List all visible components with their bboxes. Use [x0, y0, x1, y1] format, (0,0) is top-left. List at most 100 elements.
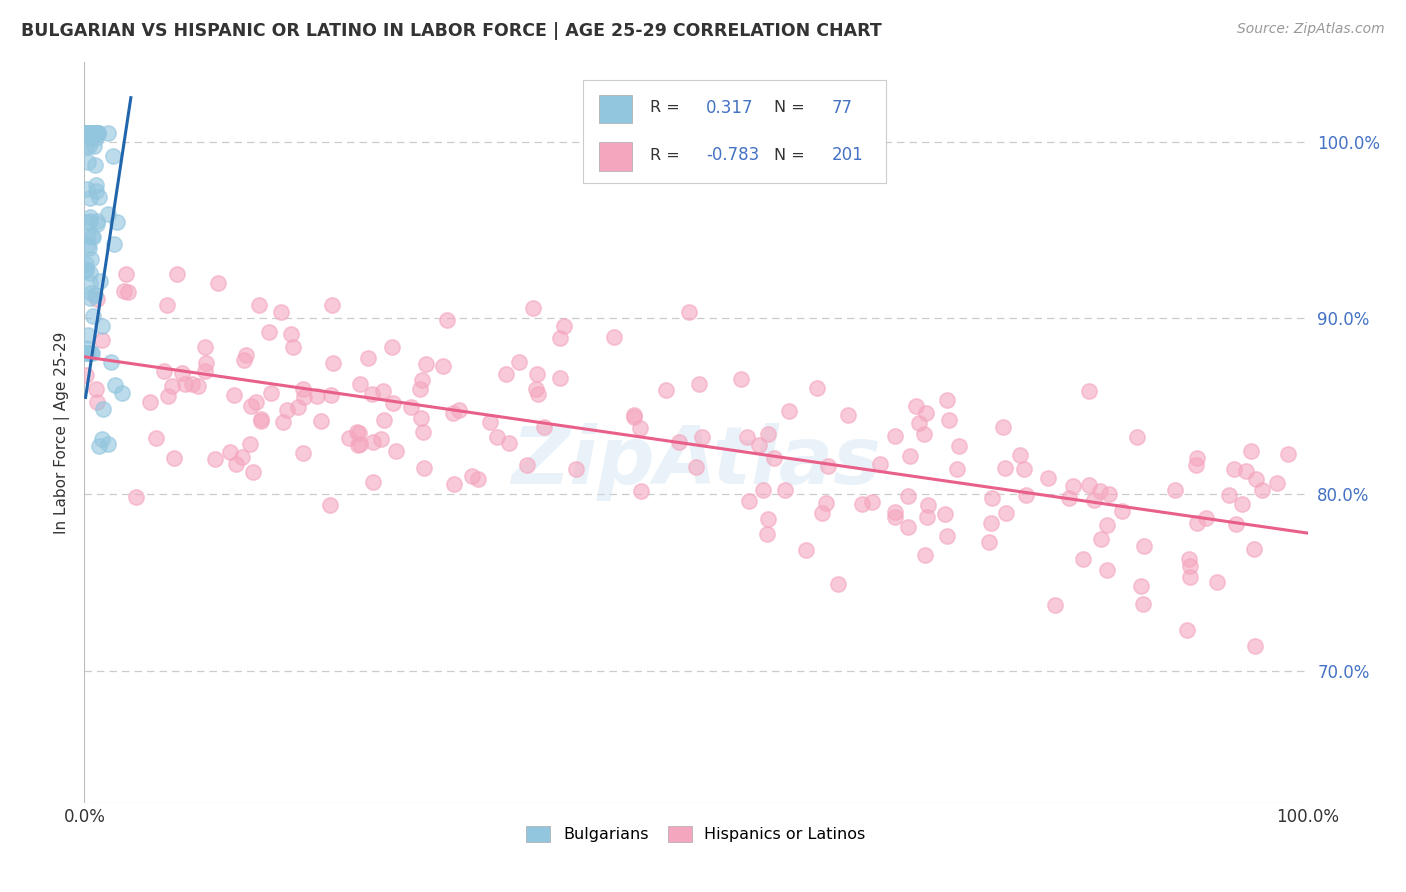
Point	[162, 451, 184, 466]
Point	[946, 461, 969, 475]
Point	[994, 506, 1017, 520]
Point	[1163, 483, 1185, 497]
Point	[75, 346, 97, 360]
Point	[173, 377, 195, 392]
Point	[912, 426, 935, 441]
Text: N =: N =	[773, 101, 804, 115]
Point	[75, 368, 97, 383]
Point	[194, 341, 217, 355]
Point	[79, 277, 101, 291]
Point	[1083, 492, 1105, 507]
Point	[292, 390, 315, 404]
Point	[101, 149, 124, 163]
Point	[1126, 429, 1149, 443]
Point	[322, 355, 344, 369]
Point	[80, 252, 103, 266]
Point	[287, 401, 309, 415]
Point	[1111, 503, 1133, 517]
Point	[817, 458, 839, 473]
Point	[232, 353, 254, 368]
Point	[756, 426, 779, 441]
Point	[827, 577, 849, 591]
Point	[1062, 479, 1084, 493]
Point	[321, 298, 343, 312]
Point	[115, 267, 138, 281]
Text: BULGARIAN VS HISPANIC OR LATINO IN LABOR FORCE | AGE 25-29 CORRELATION CHART: BULGARIAN VS HISPANIC OR LATINO IN LABOR…	[21, 22, 882, 40]
Point	[526, 367, 548, 381]
Point	[412, 425, 434, 439]
Point	[1057, 491, 1080, 505]
Point	[82, 229, 104, 244]
Point	[84, 185, 107, 199]
Point	[250, 414, 273, 428]
Point	[1185, 516, 1208, 531]
Point	[125, 491, 148, 505]
Point	[86, 178, 108, 192]
Point	[603, 329, 626, 343]
Point	[79, 210, 101, 224]
Point	[80, 132, 103, 146]
Point	[851, 497, 873, 511]
Point	[309, 414, 332, 428]
Point	[811, 506, 834, 520]
Point	[900, 449, 922, 463]
Point	[75, 126, 97, 140]
Point	[79, 286, 101, 301]
Point	[382, 396, 405, 410]
Point	[239, 437, 262, 451]
Point	[319, 388, 342, 402]
Y-axis label: In Labor Force | Age 25-29: In Labor Force | Age 25-29	[55, 332, 70, 533]
Point	[1130, 578, 1153, 592]
Point	[461, 469, 484, 483]
Point	[370, 432, 392, 446]
Point	[337, 431, 360, 445]
Point	[553, 319, 575, 334]
Point	[794, 542, 817, 557]
Point	[479, 416, 502, 430]
Point	[762, 450, 785, 465]
Point	[495, 367, 517, 381]
Point	[153, 364, 176, 378]
Point	[77, 126, 100, 140]
Point	[347, 425, 370, 440]
Point	[486, 430, 509, 444]
Point	[467, 472, 489, 486]
Point	[75, 262, 97, 277]
Point	[915, 510, 938, 524]
Point	[498, 436, 520, 450]
Point	[75, 341, 97, 355]
Point	[548, 331, 571, 345]
Point	[628, 420, 651, 434]
Point	[1095, 518, 1118, 533]
Point	[897, 520, 920, 534]
Point	[412, 460, 434, 475]
Point	[86, 292, 108, 306]
Point	[231, 450, 253, 465]
Point	[908, 416, 931, 430]
Point	[409, 410, 432, 425]
Point	[79, 346, 101, 360]
Point	[991, 420, 1014, 434]
Point	[384, 443, 406, 458]
Point	[187, 379, 209, 393]
Point	[443, 476, 465, 491]
Point	[1206, 575, 1229, 590]
Text: ZipAtlas: ZipAtlas	[510, 423, 882, 501]
Point	[447, 403, 470, 417]
Point	[1180, 558, 1202, 573]
Point	[980, 516, 1002, 531]
Point	[156, 388, 179, 402]
Text: R =: R =	[650, 101, 679, 115]
Point	[936, 393, 959, 408]
Text: R =: R =	[650, 148, 679, 162]
Point	[548, 371, 571, 385]
Point	[361, 475, 384, 490]
Point	[432, 359, 454, 373]
Point	[225, 457, 247, 471]
Point	[1230, 497, 1253, 511]
Point	[1265, 475, 1288, 490]
Point	[75, 262, 97, 277]
Point	[82, 230, 104, 244]
Point	[75, 126, 97, 140]
Point	[1043, 598, 1066, 612]
